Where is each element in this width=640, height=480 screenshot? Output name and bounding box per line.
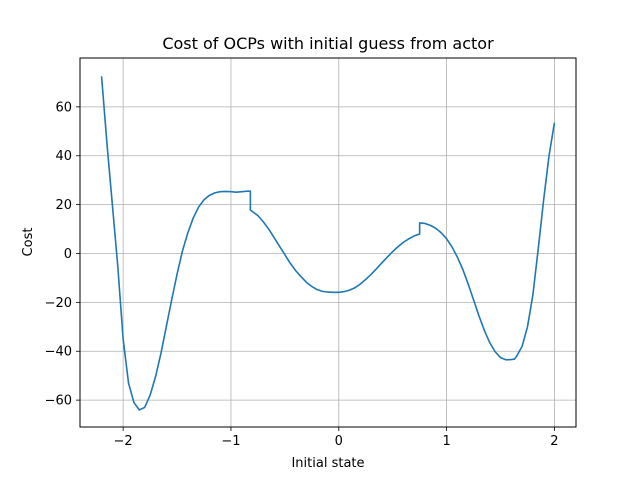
grid-lines <box>80 58 576 427</box>
y-tick-label: 60 <box>55 100 72 115</box>
x-tick-label: 2 <box>550 434 558 449</box>
y-tick-label: 40 <box>55 149 72 164</box>
y-tick-label: −40 <box>45 345 72 360</box>
x-tick-label: −1 <box>221 434 240 449</box>
y-axis-ticks: −60 −40 −20 0 20 40 60 <box>45 100 80 409</box>
y-tick-label: 0 <box>64 247 72 262</box>
plot-area <box>100 76 556 411</box>
cost-series-line <box>100 76 556 411</box>
x-tick-label: 1 <box>442 434 450 449</box>
x-axis-ticks: −2 −1 0 1 2 <box>114 427 559 449</box>
x-axis-label: Initial state <box>291 456 364 471</box>
chart-title: Cost of OCPs with initial guess from act… <box>162 34 494 53</box>
y-axis-label: Cost <box>21 228 36 257</box>
plot-frame <box>79 57 577 428</box>
y-tick-label: −60 <box>45 394 72 409</box>
y-tick-label: −20 <box>45 296 72 311</box>
x-tick-label: 0 <box>335 434 343 449</box>
y-tick-label: 20 <box>55 198 72 213</box>
x-tick-label: −2 <box>114 434 133 449</box>
